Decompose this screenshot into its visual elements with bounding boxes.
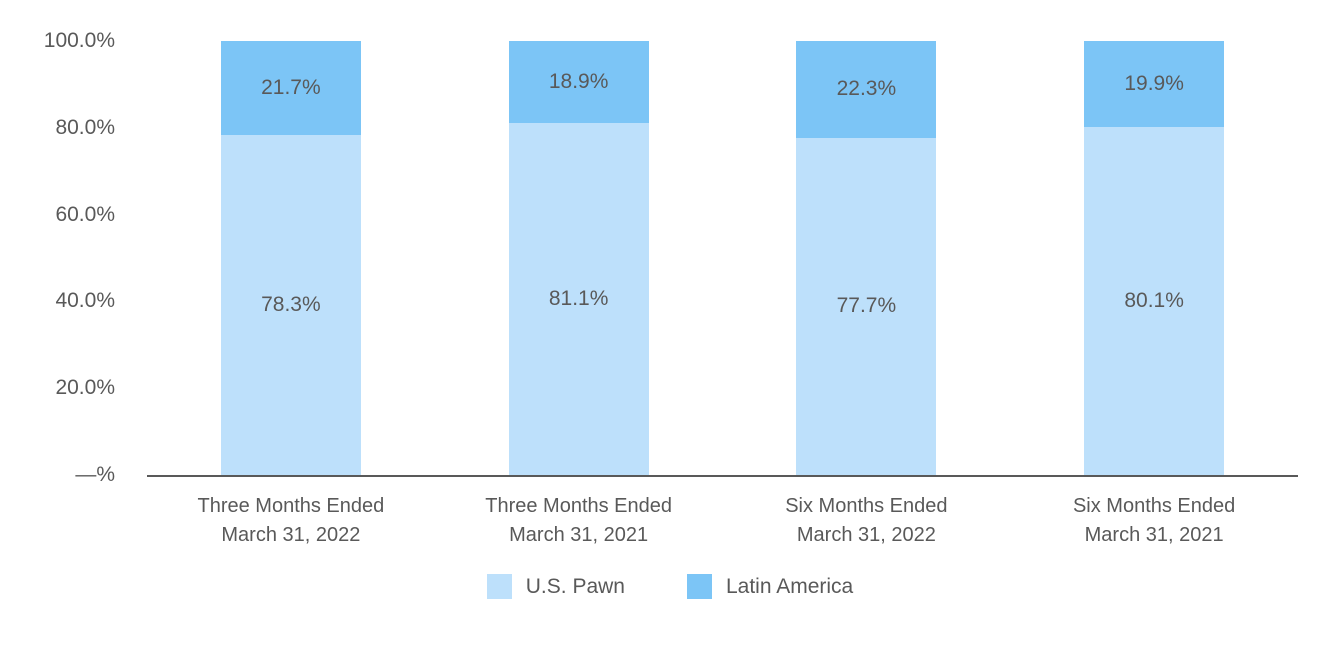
plot-area: 21.7% 78.3% 18.9% 81.1% 22.3% 77.7% 19.9% 80.1% bbox=[147, 41, 1298, 475]
category-label-line2: March 31, 2022 bbox=[796, 524, 936, 546]
bar-segment-u-s-pawn: 80.1% bbox=[1084, 127, 1225, 475]
legend-label: U.S. Pawn bbox=[525, 574, 625, 598]
bar-segment-latin-america: 18.9% bbox=[508, 41, 649, 124]
bar-column: 19.9% 80.1% bbox=[1010, 41, 1298, 475]
y-axis-tick: 100.0% bbox=[43, 29, 115, 52]
stacked-bar: 18.9% 81.1% bbox=[508, 41, 649, 475]
bar-segment-u-s-pawn: 81.1% bbox=[508, 123, 649, 475]
segment-value-label: 80.1% bbox=[1124, 289, 1184, 313]
category-label-line1: Six Months Ended bbox=[1072, 495, 1236, 517]
bar-segment-latin-america: 22.3% bbox=[796, 41, 937, 138]
bar-segment-latin-america: 21.7% bbox=[220, 41, 361, 136]
y-axis-tick: 20.0% bbox=[55, 376, 115, 400]
bar-segment-latin-america: 19.9% bbox=[1084, 41, 1225, 128]
legend-label: Latin America bbox=[725, 574, 854, 598]
category-label-line2: March 31, 2022 bbox=[221, 524, 361, 546]
category-label-line2: March 31, 2021 bbox=[509, 524, 649, 546]
bar-column: 18.9% 81.1% bbox=[435, 41, 723, 475]
stacked-bar: 21.7% 78.3% bbox=[220, 41, 361, 475]
bar-segment-u-s-pawn: 77.7% bbox=[796, 137, 937, 475]
legend-item-latin-america: Latin America bbox=[686, 574, 854, 599]
bar-segment-u-s-pawn: 78.3% bbox=[220, 135, 361, 475]
legend-swatch-icon bbox=[486, 574, 512, 599]
stacked-bar: 22.3% 77.7% bbox=[796, 41, 937, 475]
x-axis-line bbox=[147, 475, 1298, 477]
y-axis-tick: 40.0% bbox=[55, 289, 115, 313]
legend: U.S. Pawn Latin America bbox=[0, 574, 1340, 599]
segment-value-label: 81.1% bbox=[548, 287, 609, 310]
bar-column: 21.7% 78.3% bbox=[147, 41, 435, 475]
segment-value-label: 21.7% bbox=[261, 76, 321, 100]
y-axis-tick: 60.0% bbox=[55, 202, 115, 226]
segment-value-label: 19.9% bbox=[1124, 72, 1184, 96]
segment-value-label: 78.3% bbox=[261, 293, 321, 317]
category-label: Three Months Ended March 31, 2021 bbox=[435, 492, 723, 550]
legend-item-u-s-pawn: U.S. Pawn bbox=[486, 574, 625, 599]
stacked-bar: 19.9% 80.1% bbox=[1084, 41, 1225, 475]
legend-swatch-icon bbox=[686, 574, 712, 599]
segment-value-label: 77.7% bbox=[836, 294, 897, 318]
category-label-line2: March 31, 2021 bbox=[1084, 524, 1224, 546]
category-label-line1: Three Months Ended bbox=[197, 495, 385, 517]
y-axis-tick: 80.0% bbox=[55, 115, 115, 139]
segment-value-label: 18.9% bbox=[548, 70, 609, 93]
y-axis-tick: —% bbox=[75, 463, 115, 486]
category-label: Three Months Ended March 31, 2022 bbox=[147, 492, 435, 550]
category-label-line1: Six Months Ended bbox=[785, 495, 948, 517]
category-label: Six Months Ended March 31, 2022 bbox=[723, 492, 1011, 550]
category-label-line1: Three Months Ended bbox=[485, 495, 673, 517]
category-label: Six Months Ended March 31, 2021 bbox=[1010, 492, 1298, 550]
bar-column: 22.3% 77.7% bbox=[723, 41, 1011, 475]
x-axis-category-row: Three Months Ended March 31, 2022 Three Mo… bbox=[147, 492, 1298, 550]
segment-value-label: 22.3% bbox=[836, 77, 897, 101]
